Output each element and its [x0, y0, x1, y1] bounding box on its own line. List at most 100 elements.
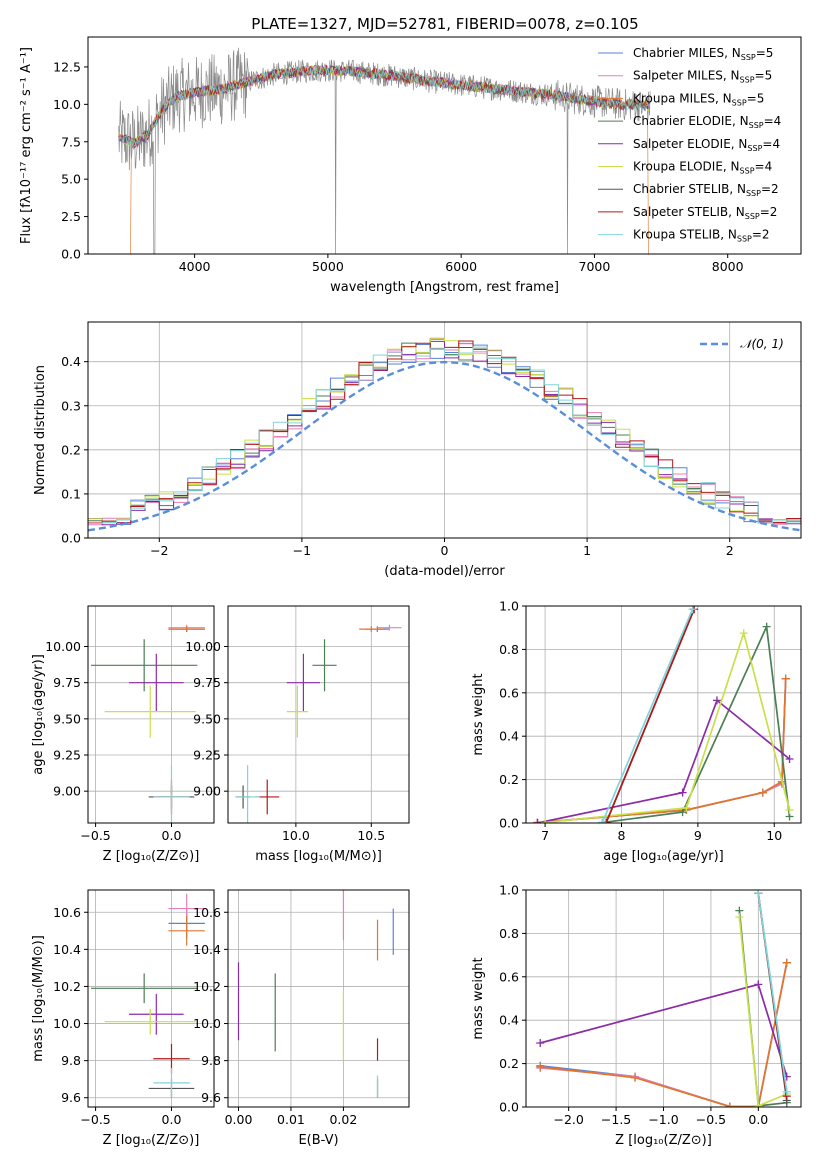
model-spectrum-kroupa_stelib — [118, 64, 650, 147]
y-tick-label: 10.2 — [53, 979, 81, 994]
y-tick-label: 0.6 — [499, 969, 519, 984]
y-tick-label: 9.75 — [53, 675, 81, 690]
y-tick-label: 9.50 — [53, 711, 81, 726]
weight-marker-kroupa_stelib — [754, 890, 763, 898]
x-axis-label: Z [log₁₀(Z/Z⊙)] — [103, 1133, 200, 1148]
x-tick-label: 1 — [583, 543, 591, 558]
spectrum-frame — [87, 36, 802, 255]
weight_vs_age-plot-area — [533, 606, 794, 823]
x-axis-label: Z [log₁₀(Z/Z⊙)] — [615, 1133, 712, 1148]
x-axis-label: wavelength [Angstrom, rest frame] — [330, 280, 559, 295]
y-tick-label: 0.4 — [499, 1013, 519, 1028]
x-tick-label: 0.0 — [748, 1112, 768, 1127]
weight_vs_age-frame — [525, 605, 802, 824]
y-tick-label: 9.25 — [53, 748, 81, 763]
mass_vs_Z-frame — [87, 889, 215, 1108]
x-axis-label: Z [log₁₀(Z/Z⊙)] — [103, 849, 200, 864]
y-tick-label: 0.4 — [499, 729, 519, 744]
weight-line-kroupa_stelib — [601, 608, 694, 823]
weight-marker-salpeter_elodie — [533, 819, 542, 823]
y-axis-label: mass [log₁₀(M/M⊙)] — [31, 935, 46, 1062]
y-tick-label: 9.8 — [61, 1053, 81, 1068]
weight-line-kroupa_stelib — [757, 893, 788, 1092]
spectrum-axes: 4000 5000 6000 7000 8000 0.0 2.5 5.0 7.5 10.0 12.5… — [19, 36, 802, 295]
weight-marker-kroupa_elodie — [735, 913, 744, 922]
x-tick-label: 8000 — [712, 259, 744, 274]
weight-marker-kroupa_elodie — [754, 1101, 763, 1107]
y-tick-label: 9.6 — [61, 1090, 81, 1105]
weight-line-kroupa_elodie — [738, 917, 788, 1107]
x-tick-label: 10 — [766, 828, 782, 843]
y-tick-label: 0.0 — [61, 531, 81, 546]
weight-line-salpeter_stelib — [605, 608, 695, 823]
y-tick-label: 10.0 — [53, 97, 81, 112]
y-axis-label: age [log₁₀(age/yr)] — [31, 654, 46, 775]
chart-title: PLATE=1327, MJD=52781, FIBERID=0078, z=0… — [251, 15, 638, 33]
x-tick-label: −1.5 — [601, 1112, 631, 1127]
legend-entry: Kroupa MILES, NSSP=5 — [633, 91, 764, 107]
x-tick-label: −1.0 — [648, 1112, 678, 1127]
x-tick-label: 0.0 — [162, 828, 182, 843]
y-axis-label: mass weight — [471, 957, 486, 1039]
weight_vs_Z-axes: −2.0 −1.5 −1.0 −0.5 0.0 0.0 0.2 0.4 0.6 0.8 1.0 Z [… — [471, 883, 802, 1148]
weight-line-kroupa_elodie — [545, 630, 791, 823]
spectrum-legend: Chabrier MILES, NSSP=5 Salpeter MILES, NS… — [598, 46, 781, 244]
y-axis-label: Normed distribution — [33, 365, 48, 495]
y-tick-label: 10.4 — [193, 942, 221, 957]
x-tick-label: 0.01 — [277, 1112, 305, 1127]
age_vs_mass-frame — [227, 605, 410, 824]
y-tick-label: 12.5 — [53, 59, 81, 74]
x-axis-label: (data-model)/error — [384, 564, 505, 579]
legend-entry: Salpeter ELODIE, NSSP=4 — [633, 137, 780, 153]
y-tick-label: 0.4 — [61, 354, 81, 369]
weight-marker-kroupa_miles — [631, 1073, 640, 1082]
x-tick-label: 0.02 — [329, 1112, 357, 1127]
y-tick-label: 9.8 — [201, 1053, 221, 1068]
y-tick-label: 9.00 — [193, 784, 221, 799]
residuals-legend: 𝒩(0, 1) — [700, 337, 784, 351]
y-tick-label: 2.5 — [61, 209, 81, 224]
y-tick-label: 10.6 — [193, 905, 221, 920]
y-tick-label: 10.00 — [185, 639, 221, 654]
legend-entry: Chabrier ELODIE, NSSP=4 — [633, 114, 781, 130]
x-tick-label: 6000 — [445, 259, 477, 274]
x-tick-label: −2.0 — [553, 1112, 583, 1127]
y-tick-label: 9.6 — [201, 1090, 221, 1105]
y-tick-label: 9.00 — [53, 784, 81, 799]
y-tick-label: 0.0 — [61, 247, 81, 262]
age_vs_mass-axes: 10.0 10.5 9.00 9.25 9.50 9.75 10.00 mass [log₁₀… — [185, 605, 410, 864]
x-axis-label: E(B-V) — [298, 1133, 338, 1148]
y-tick-label: 9.75 — [193, 675, 221, 690]
mass_vs_Z-axes: −0.5 0.0 9.6 9.8 10.0 10.2 10.4 10.6 Z [log₁₀(Z/… — [31, 889, 215, 1148]
age_vs_Z-axes: −0.5 0.0 9.00 9.25 9.50 9.75 10.00 Z [log₁₀(Z/Z… — [31, 605, 215, 864]
legend-entry: Salpeter MILES, NSSP=5 — [633, 69, 772, 85]
weight_vs_age-axes: 7 8 9 10 0.0 0.2 0.4 0.6 0.8 1.0 age [log₁₀(age/yr… — [471, 599, 802, 864]
y-tick-label: 0.8 — [499, 926, 519, 941]
mass_vs_EBV-axes: 0.00 0.01 0.02 9.6 9.8 10.0 10.2 10.4 10.6 E(B-V) — [193, 889, 410, 1148]
y-tick-label: 1.0 — [499, 599, 519, 614]
weight-marker-kroupa_stelib — [782, 1087, 791, 1096]
weight-line-chabrier_elodie — [602, 623, 791, 823]
y-tick-label: 0.2 — [61, 442, 81, 457]
weight-marker-kroupa_elodie — [785, 805, 794, 814]
age_vs_Z-frame — [87, 605, 215, 824]
y-tick-label: 9.25 — [193, 748, 221, 763]
x-tick-label: 0 — [441, 543, 449, 558]
weight-marker-kroupa_miles — [781, 674, 790, 683]
weight-marker-kroupa_elodie — [739, 629, 748, 638]
y-tick-label: 10.0 — [53, 1016, 81, 1031]
weight-marker-salpeter_elodie — [754, 980, 763, 989]
y-tick-label: 0.2 — [499, 772, 519, 787]
weight-marker-chabrier_elodie — [762, 622, 771, 631]
weight-marker-kroupa_stelib — [688, 606, 697, 614]
legend-entry: 𝒩(0, 1) — [740, 337, 784, 351]
weight-marker-salpeter_elodie — [536, 1038, 545, 1047]
y-tick-label: 10.2 — [193, 979, 221, 994]
weight-marker-kroupa_miles — [782, 958, 791, 967]
legend-entry: Kroupa STELIB, NSSP=2 — [633, 228, 770, 244]
age_vs_Z-plot-area — [91, 624, 205, 823]
y-tick-label: 10.0 — [193, 1016, 221, 1031]
y-tick-label: 0.3 — [61, 398, 81, 413]
y-tick-label: 0.0 — [499, 816, 519, 831]
weight-marker-salpeter_elodie — [678, 788, 687, 797]
